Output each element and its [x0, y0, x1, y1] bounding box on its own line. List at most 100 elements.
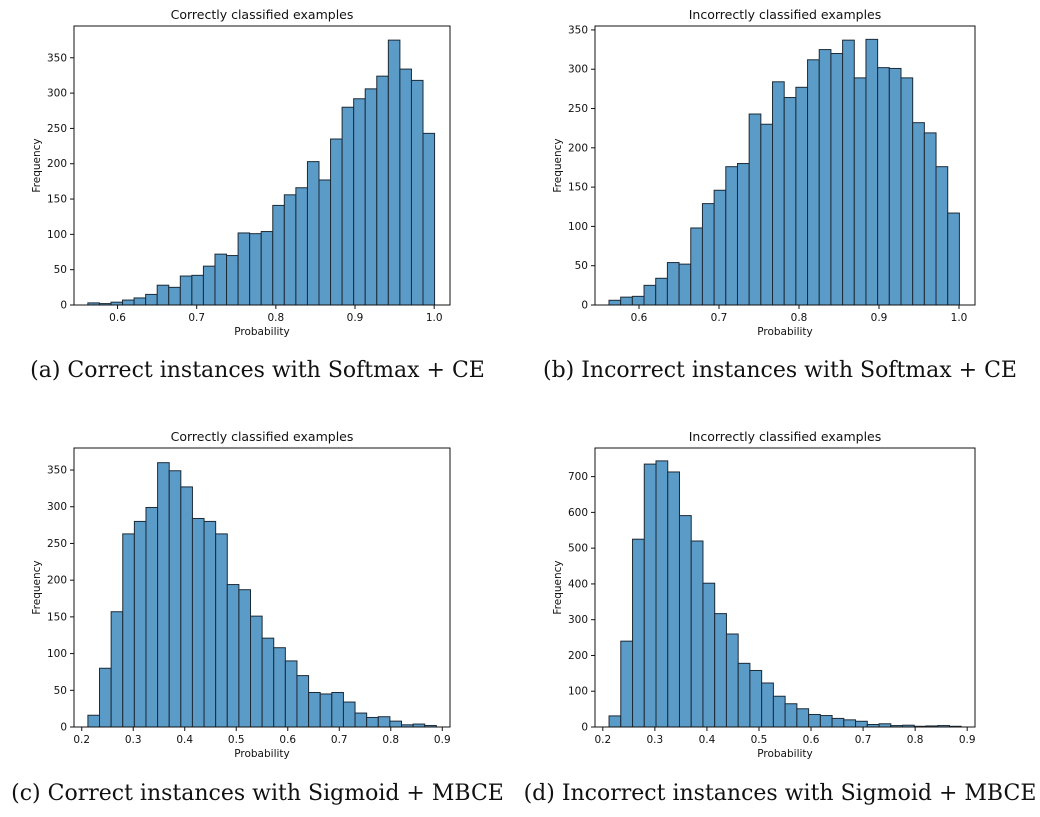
- histogram-bar: [261, 637, 275, 728]
- y-tick-label: 50: [54, 264, 67, 276]
- y-tick-label: 500: [568, 543, 588, 555]
- histogram-bar: [632, 538, 645, 728]
- histogram-bar: [133, 297, 147, 306]
- x-tick-label: 0.2: [73, 734, 90, 746]
- histogram-bar: [272, 204, 285, 306]
- x-tick-label: 0.9: [347, 312, 364, 324]
- y-tick-label: 100: [47, 229, 67, 241]
- histogram-bar: [702, 582, 716, 728]
- x-tick-label: 0.6: [803, 734, 820, 746]
- y-tick-label: 100: [568, 221, 588, 233]
- y-axis-label: Frequency: [552, 138, 564, 192]
- histogram-bar: [818, 49, 832, 306]
- histogram-bar: [226, 255, 239, 306]
- x-tick-label: 0.8: [791, 312, 808, 324]
- figure-caption: (c) Correct instances with Sigmoid + MBC…: [11, 781, 504, 806]
- histogram-bar: [713, 189, 727, 306]
- histogram-bar: [853, 77, 867, 306]
- x-tick-label: 0.4: [176, 734, 193, 746]
- histogram-bar: [631, 295, 645, 306]
- x-tick-label: 0.3: [647, 734, 664, 746]
- histogram-bar: [389, 720, 403, 728]
- histogram-bar: [620, 296, 633, 306]
- x-tick-label: 1.0: [951, 312, 968, 324]
- histogram-bar: [923, 132, 937, 306]
- histogram-bar: [273, 647, 286, 728]
- histogram-bar: [643, 463, 657, 728]
- histogram-bar: [655, 460, 669, 728]
- y-tick-label: 150: [568, 182, 588, 194]
- histogram-bar: [655, 277, 668, 306]
- y-tick-label: 200: [568, 650, 588, 662]
- x-tick-label: 0.9: [871, 312, 888, 324]
- histogram-bar: [783, 97, 797, 306]
- histogram-chart: Correctly classified examples 0.6 0.7 0.8 0.…: [31, 7, 451, 338]
- histogram-bar: [865, 38, 879, 306]
- histogram-bar: [387, 39, 401, 306]
- histogram-bar: [308, 691, 321, 728]
- chart-title: Incorrectly classified examples: [689, 7, 882, 22]
- histogram-bar: [110, 611, 124, 728]
- histogram-bar: [179, 275, 193, 306]
- histogram-bar: [237, 232, 251, 306]
- y-tick-label: 350: [47, 465, 67, 477]
- x-axis-label: Probability: [757, 748, 813, 760]
- histogram-bar: [296, 675, 310, 728]
- histogram-bar: [830, 53, 844, 306]
- histogram-bar: [725, 166, 738, 306]
- histogram-bar: [284, 660, 298, 728]
- x-tick-label: 0.8: [382, 734, 399, 746]
- histogram-bar: [295, 187, 308, 306]
- plot-frame: [73, 447, 451, 728]
- figure-caption: (d) Incorrect instances with Sigmoid + M…: [523, 781, 1037, 806]
- histogram-bar: [678, 263, 692, 306]
- y-tick-label: 150: [47, 611, 67, 623]
- histogram-bar: [366, 716, 379, 728]
- histogram-bar: [249, 233, 262, 306]
- y-tick-label: 300: [568, 64, 588, 76]
- x-tick-label: 0.6: [279, 734, 296, 746]
- plot-frame: [594, 447, 976, 728]
- y-tick-label: 50: [575, 260, 588, 272]
- histogram-bar: [947, 212, 960, 306]
- figure-caption: (b) Incorrect instances with Softmax + C…: [543, 358, 1017, 383]
- panel-c: Correctly classified examples 0.2 0.3 0.4 0.…: [0, 422, 520, 767]
- histogram-bar: [877, 67, 890, 306]
- y-tick-label: 300: [47, 88, 67, 100]
- x-tick-label: 0.5: [751, 734, 768, 746]
- x-tick-label: 0.8: [268, 312, 285, 324]
- histogram-bar: [736, 163, 750, 306]
- y-tick-label: 50: [54, 685, 67, 697]
- histogram-bar: [912, 122, 925, 306]
- x-tick-label: 0.3: [125, 734, 142, 746]
- histogram-bar: [714, 613, 727, 728]
- histogram-bar: [215, 533, 228, 728]
- histogram-bar: [772, 81, 785, 306]
- histogram-bar: [341, 106, 355, 306]
- y-tick-label: 300: [47, 501, 67, 513]
- y-tick-label: 0: [60, 300, 67, 312]
- histogram-bar: [133, 520, 147, 728]
- y-tick-label: 200: [568, 142, 588, 154]
- histogram-bar: [202, 265, 216, 306]
- histogram-bar: [122, 533, 135, 728]
- histogram-bar: [666, 262, 680, 306]
- histogram-bar: [99, 667, 112, 728]
- x-tick-label: 0.7: [188, 312, 205, 324]
- histogram-bar: [796, 708, 810, 728]
- histogram-bar: [214, 253, 228, 306]
- y-tick-label: 150: [47, 194, 67, 206]
- histogram-bar: [87, 714, 101, 728]
- histogram-bar: [855, 720, 868, 728]
- plot-frame: [594, 25, 976, 306]
- x-tick-label: 0.7: [331, 734, 348, 746]
- histogram-bar: [690, 227, 703, 306]
- histogram-bar: [760, 123, 774, 306]
- histogram-bar: [364, 88, 378, 306]
- y-tick-label: 200: [47, 575, 67, 587]
- x-tick-label: 0.5: [228, 734, 245, 746]
- histogram-bar: [935, 166, 949, 306]
- figure-caption: (a) Correct instances with Softmax + CE: [30, 358, 485, 383]
- chart-title: Incorrectly classified examples: [689, 429, 882, 444]
- y-tick-label: 100: [568, 686, 588, 698]
